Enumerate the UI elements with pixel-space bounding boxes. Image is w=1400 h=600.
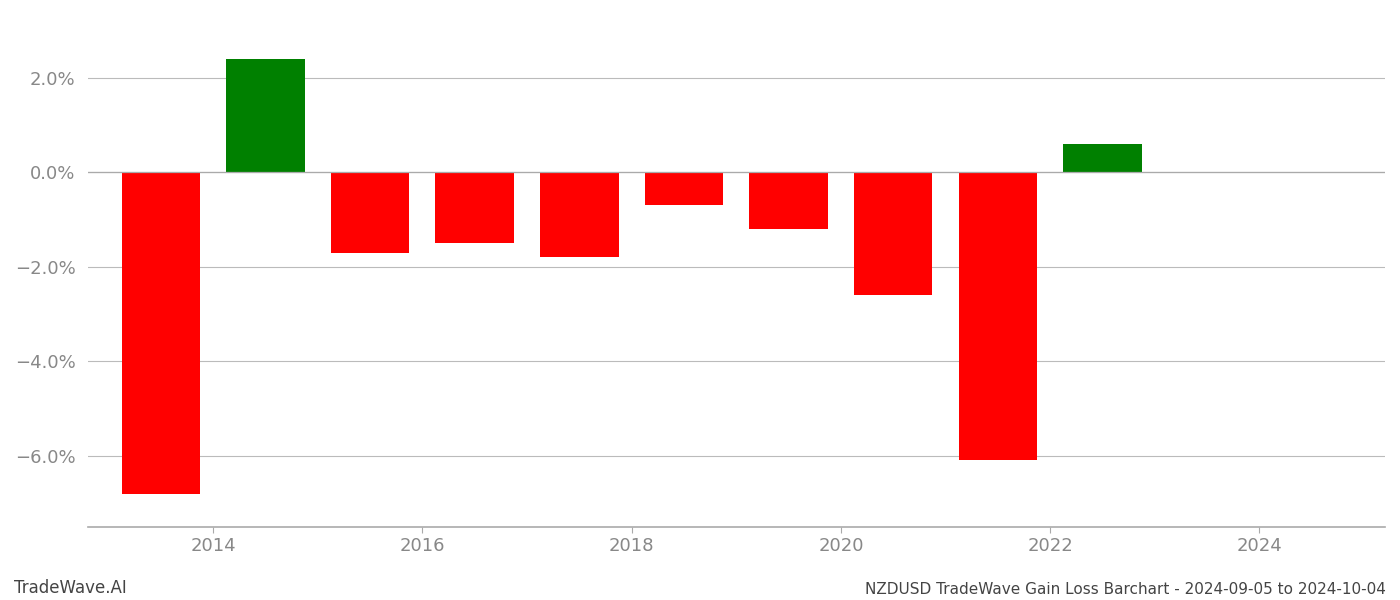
Bar <box>749 172 827 229</box>
Bar <box>227 59 305 172</box>
Bar <box>122 172 200 494</box>
Bar <box>435 172 514 243</box>
Bar <box>854 172 932 295</box>
Bar <box>959 172 1037 460</box>
Text: TradeWave.AI: TradeWave.AI <box>14 579 127 597</box>
Bar <box>540 172 619 257</box>
Text: NZDUSD TradeWave Gain Loss Barchart - 2024-09-05 to 2024-10-04: NZDUSD TradeWave Gain Loss Barchart - 20… <box>865 582 1386 597</box>
Bar <box>330 172 409 253</box>
Bar <box>645 172 724 205</box>
Bar <box>1063 144 1142 172</box>
